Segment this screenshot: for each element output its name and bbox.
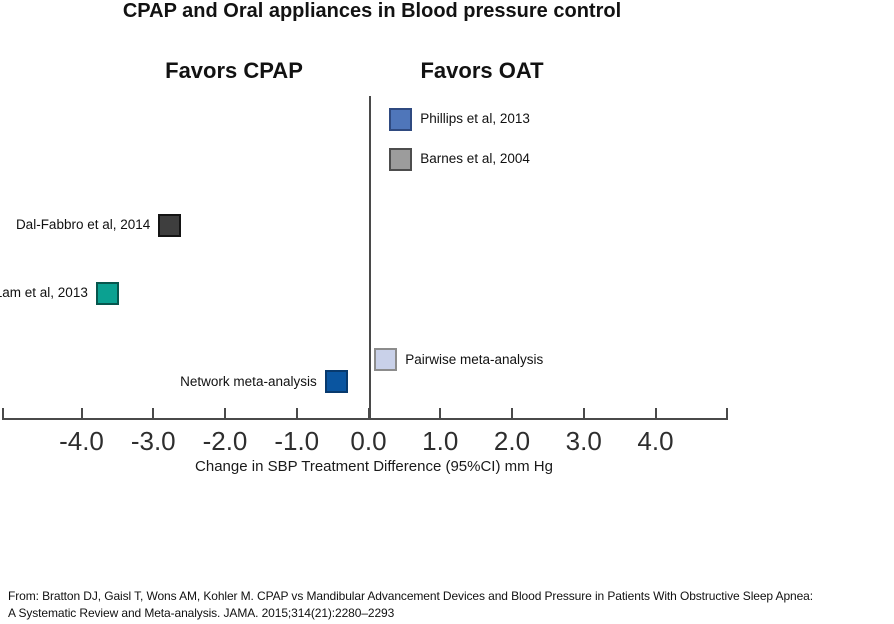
- source-citation-line2: A Systematic Review and Meta-analysis. J…: [8, 606, 395, 620]
- favors-cpap-label: Favors CPAP: [165, 58, 303, 83]
- x-axis-tick-label: 0.0: [350, 426, 387, 456]
- x-axis-tick-label: -3.0: [130, 426, 176, 456]
- study-marker-square-phillips-et-al-2013: [389, 107, 413, 131]
- study-marker-label-pairwise-meta-analysis: Pairwise meta-analysis: [405, 351, 544, 367]
- study-marker-square-barnes-et-al-2004: [389, 147, 413, 171]
- x-axis-end-tick: [1, 408, 4, 418]
- study-marker-square-dal-fabbro-et-al-2014: [158, 213, 182, 237]
- x-axis-tick-label: 4.0: [637, 426, 674, 456]
- source-citation-line1: From: Bratton DJ, Gaisl T, Wons AM, Kohl…: [8, 589, 813, 603]
- study-marker-label-network-meta-analysis: Network meta-analysis: [180, 373, 317, 389]
- study-marker-label-barnes-et-al-2004: Barnes et al, 2004: [420, 151, 530, 166]
- chart-title: CPAP and Oral appliances in Blood pressu…: [122, 0, 622, 22]
- x-axis-tick: [439, 408, 442, 418]
- x-axis-label: Change in SBP Treatment Difference (95%C…: [195, 458, 553, 475]
- x-axis-tick-label: -1.0: [274, 426, 320, 456]
- x-axis-tick: [654, 408, 657, 418]
- x-axis-tick: [224, 408, 226, 418]
- study-marker-label-dal-fabbro-et-al-2014: Dal-Fabbro et al, 2014: [15, 217, 151, 232]
- x-axis-end-tick: [726, 408, 729, 418]
- x-axis-tick-label: 3.0: [565, 426, 602, 456]
- x-axis-tick: [295, 408, 298, 418]
- study-marker-square-network-meta-analysis: [324, 370, 348, 393]
- x-axis-tick-label: -4.0: [59, 426, 104, 456]
- x-axis-tick-label: 2.0: [493, 426, 531, 456]
- study-marker-square-lam-et-al-2013: [95, 281, 119, 305]
- x-axis-tick: [152, 408, 155, 418]
- x-axis-tick: [80, 408, 83, 418]
- x-axis-tick-label: -2.0: [202, 426, 248, 456]
- x-axis-line: [2, 418, 728, 420]
- x-axis-tick-label: 1.0: [422, 426, 459, 456]
- x-axis-tick: [511, 408, 513, 418]
- study-marker-label-phillips-et-al-2013: Phillips et al, 2013: [420, 111, 530, 126]
- zero-reference-line: [369, 96, 371, 419]
- x-axis-tick: [582, 408, 585, 418]
- favors-oat-label: Favors OAT: [420, 58, 544, 83]
- study-marker-label-lam-et-al-2013: Lam et al, 2013: [0, 285, 88, 300]
- x-axis-tick: [367, 408, 370, 418]
- study-marker-square-pairwise-meta-analysis: [374, 348, 398, 371]
